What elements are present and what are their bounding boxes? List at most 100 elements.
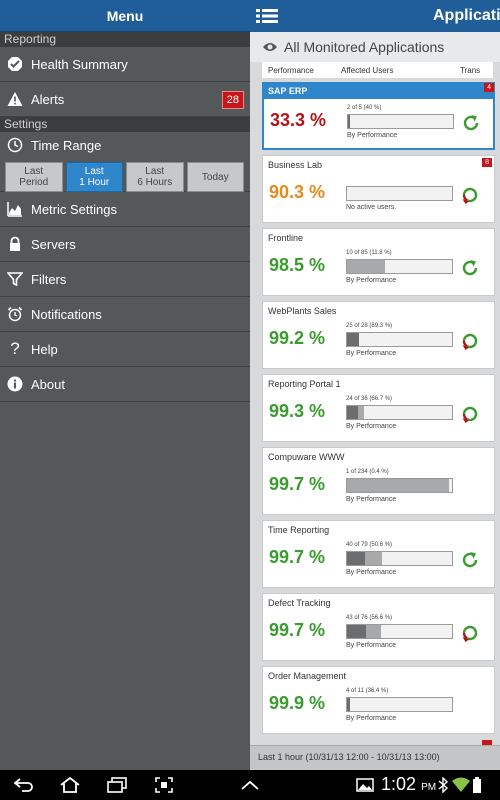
application-name: Business Lab (268, 160, 323, 170)
menu-item-filters[interactable]: Filters (0, 262, 250, 297)
trend-up-icon (462, 114, 480, 132)
clock-ampm: PM (421, 782, 437, 793)
application-name: Compuware WWW (268, 452, 345, 462)
time-range-today-button[interactable]: Today (186, 162, 244, 192)
menu-item-alerts[interactable]: Alerts 28 (0, 82, 250, 117)
incident-count-badge: 4 (484, 83, 494, 92)
column-header-performance[interactable]: Performance (268, 66, 314, 75)
column-header-affected-users[interactable]: Affected Users (341, 66, 394, 75)
menu-item-notifications[interactable]: Notifications (0, 297, 250, 332)
menu-item-time-range[interactable]: Time Range (0, 132, 250, 156)
performance-value: 99.7 % (269, 474, 326, 494)
back-icon[interactable] (12, 777, 36, 793)
list-view-icon[interactable] (256, 8, 278, 24)
incident-count-badge: 8 (482, 158, 492, 167)
application-card[interactable]: Compuware WWW 99.7 % 1 of 234 (0.4 %) By Pe… (262, 447, 495, 515)
column-headers: Performance Affected Users Trans (262, 62, 493, 78)
affected-users-subtitle: By Performance (346, 569, 397, 576)
menu-item-metric-settings[interactable]: Metric Settings (0, 192, 250, 227)
health-summary-icon (6, 55, 24, 73)
chart-icon (6, 200, 24, 218)
affected-users-count: 25 of 28 (89.3 %) (346, 323, 393, 329)
question-mark-icon: ? (10, 339, 20, 358)
application-card[interactable]: Reporting Portal 1 99.3 % 24 of 36 (66.7 %… (262, 374, 495, 442)
clock: 1:02 PM (381, 774, 436, 795)
applications-panel: Applicatio All Monitored Applications Pe… (250, 0, 500, 770)
affected-users-bar-fill-light (347, 479, 449, 492)
performance-value: 90.3 % (269, 182, 326, 202)
performance-value: 99.7 % (269, 620, 326, 640)
time-range-button-line2: 1 Hour (79, 177, 110, 188)
trend-down-icon (461, 332, 479, 350)
clock-icon (6, 136, 24, 154)
recent-apps-icon[interactable] (105, 777, 129, 793)
time-range-button-line2: 6 Hours (137, 177, 173, 188)
application-name: Order Management (268, 671, 347, 681)
trend-down-icon (461, 405, 479, 423)
affected-users-bar (346, 186, 453, 201)
trend-up-icon (461, 551, 479, 569)
application-card[interactable]: Frontline 98.5 % 10 of 85 (11.8 %) By Perfo… (262, 228, 495, 296)
affected-users-count: 1 of 234 (0.4 %) (346, 469, 389, 475)
affected-users-bar-fill-light (357, 406, 364, 419)
affected-users-subtitle: By Performance (346, 350, 397, 357)
menu-item-label: Help (31, 341, 58, 357)
application-name: Time Reporting (268, 525, 330, 535)
column-header-trans[interactable]: Trans (460, 66, 481, 75)
gallery-icon (356, 778, 374, 792)
info-icon (6, 375, 24, 393)
affected-users-bar (346, 697, 453, 712)
application-card[interactable]: Time Reporting 99.7 % 40 of 79 (50.6 %) By … (262, 520, 495, 588)
panel-header: Applicatio (250, 0, 500, 32)
menu-item-about[interactable]: About (0, 367, 250, 402)
performance-value: 99.3 % (269, 401, 326, 421)
affected-users-count: 24 of 36 (66.7 %) (346, 396, 393, 402)
performance-value: 99.2 % (269, 328, 326, 348)
application-card[interactable]: Defect Tracking 99.7 % 43 of 76 (56.6 %) By… (262, 593, 495, 661)
affected-users-bar-fill-dark (347, 333, 359, 346)
application-card[interactable]: Business Lab 8 90.3 % No active users. (262, 155, 495, 223)
screenshot-icon[interactable] (152, 777, 176, 793)
affected-users-count: 2 of 5 (40 %) (347, 105, 382, 111)
time-range-button-line1: Today (201, 171, 229, 183)
section-header-reporting: Reporting (0, 32, 250, 47)
affected-users-subtitle: By Performance (347, 132, 398, 139)
affected-users-count: 43 of 76 (56.6 %) (346, 615, 393, 621)
monitored-applications-heading: All Monitored Applications (250, 32, 500, 62)
time-range-last-1-hour-button[interactable]: Last 1 Hour (65, 162, 123, 192)
affected-users-count: 10 of 85 (11.8 %) (346, 250, 392, 256)
affected-users-subtitle: No active users. (346, 204, 397, 211)
time-range-last-period-button[interactable]: Last Period (5, 162, 63, 192)
time-range-button-line1: Last (24, 166, 44, 177)
menu-item-help[interactable]: ? Help (0, 332, 250, 367)
time-range-footer: Last 1 hour (10/31/13 12:00 - 10/31/13 1… (250, 745, 500, 770)
home-icon[interactable] (58, 777, 82, 793)
application-card[interactable]: Order Management 99.9 % 4 of 11 (36.4 %) By… (262, 666, 495, 734)
time-range-last-6-hours-button[interactable]: Last 6 Hours (126, 162, 184, 192)
trend-down-icon (461, 186, 479, 204)
application-card[interactable]: WebPlants Sales 99.2 % 25 of 28 (89.3 %) By… (262, 301, 495, 369)
menu-title: Menu (0, 0, 250, 32)
menu-item-label: Metric Settings (31, 201, 117, 217)
menu-item-health-summary[interactable]: Health Summary (0, 47, 250, 82)
menu-up-icon[interactable] (238, 777, 262, 793)
trend-down-icon (461, 624, 479, 642)
affected-users-bar-fill-dark (347, 406, 358, 419)
wifi-icon (452, 777, 470, 792)
affected-users-bar-fill-light (347, 260, 385, 273)
menu-item-servers[interactable]: Servers (0, 227, 250, 262)
affected-users-bar (346, 551, 453, 566)
menu-item-label: About (31, 376, 65, 392)
navigation-menu: Menu Reporting Health Summary Alerts 28 … (0, 0, 250, 770)
menu-item-label: Health Summary (31, 56, 128, 72)
application-card[interactable]: SAP ERP 4 33.3 % 2 of 5 (40 %) By Performanc… (262, 82, 495, 150)
affected-users-bar (346, 332, 453, 347)
affected-users-bar-fill-light (365, 625, 381, 638)
application-name: Defect Tracking (268, 598, 331, 608)
affected-users-bar (347, 114, 454, 129)
time-range-button-line2: Period (19, 177, 49, 188)
performance-value: 33.3 % (270, 110, 327, 130)
monitored-applications-label: All Monitored Applications (284, 39, 445, 55)
clock-time: 1:02 (381, 774, 417, 794)
time-range-button-line1: Last (145, 166, 165, 177)
